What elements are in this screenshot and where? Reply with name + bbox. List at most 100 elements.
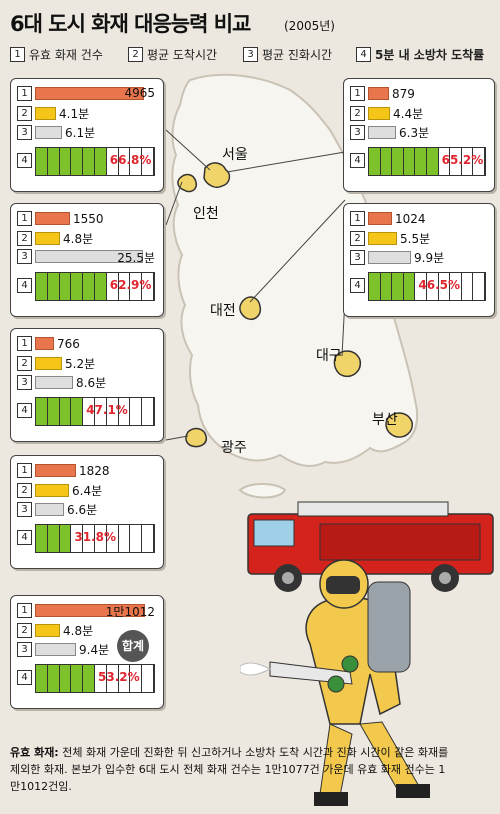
legend-label: 유효 화재 건수 [29,48,103,62]
bar-suppression [35,643,76,656]
rate-cell [439,148,451,175]
korea-map [165,73,419,499]
legend-item-suppression: 3 평균 진화시간 [243,46,332,63]
rate-cell [130,273,143,300]
value-arrival: 4.4분 [393,107,424,121]
rate-bar: 66.8% [35,147,155,176]
value-suppression: 6.1분 [65,126,96,140]
row-num-box: 3 [17,125,32,140]
rate-cell [71,665,84,692]
row-num-box: 4 [17,278,32,293]
connector-line [165,181,183,226]
city-label-gwangju: 광주 [221,440,247,456]
row-num-box: 3 [350,125,365,140]
rate-cell [83,525,95,552]
card-row: 1 1550 [17,211,104,226]
rate-label: 66.8% [109,153,152,167]
rate-cell [83,398,95,425]
rate-cell [47,148,60,175]
value-suppression: 8.6분 [76,376,107,390]
incheon-region [177,173,198,193]
legend-num-box: 3 [243,47,258,62]
bar-fires [35,604,145,617]
rate-cell [119,398,131,425]
rate-cell [462,273,474,300]
card-row: 3 9.4분 [17,641,110,657]
value-suppression: 9.9분 [414,251,445,265]
chart-subtitle: (2005년) [284,19,335,33]
connector-line [165,129,211,171]
card-row: 1 1828 [17,463,110,478]
rate-cell [107,525,119,552]
card-row: 4 [17,153,35,168]
row-num-box: 2 [17,623,32,638]
rate-cell [142,665,154,692]
row-num-box: 1 [17,603,32,618]
rate-cell [59,148,72,175]
connector-line [226,151,346,173]
rate-cell [142,525,154,552]
row-num-box: 4 [350,278,365,293]
city-label-busan: 부산 [372,412,398,428]
rate-cell [473,273,485,300]
card-row: 2 6.4분 [17,482,102,498]
footnote-title: 유효 화재: [10,746,59,759]
city-label-seoul: 서울 [222,147,248,163]
rate-cell [119,273,131,300]
rate-bar: 47.1% [35,397,155,426]
value-fires: 1550 [73,211,104,226]
rate-cell [450,148,462,175]
card-row: 2 4.8분 [17,622,93,638]
rate-cell [130,398,143,425]
rate-cell [83,273,95,300]
firefighter [240,559,430,806]
row-num-box: 3 [350,250,365,265]
rate-cell [47,665,60,692]
rate-cell [130,525,143,552]
rate-cell [130,665,143,692]
rate-cell [142,273,154,300]
title-bar: 6대 도시 화재 대응능력 비교 (2005년) [0,0,500,44]
value-suppression: 9.4분 [79,643,110,657]
rate-cell [95,525,107,552]
row-num-box: 3 [17,375,32,390]
rate-cell [473,148,485,175]
card-row: 3 9.9분 [350,249,445,265]
row-num-box: 4 [17,153,32,168]
jeju-island [238,483,287,499]
daegu-region [333,350,362,378]
value-fires: 879 [392,86,415,101]
rate-cell [95,273,107,300]
value-arrival: 4.1분 [59,107,90,121]
rate-cell [36,525,48,552]
rate-cell [36,148,48,175]
bar-arrival [368,232,397,245]
row-num-box: 4 [17,403,32,418]
city-card: 1 1550 2 4.8분 3 25.5분 4 62.9% [10,203,164,317]
legend-num-box: 1 [10,47,25,62]
rate-cell [71,148,84,175]
rate-bar: 62.9% [35,272,155,301]
rate-cell [403,273,416,300]
rate-cell [36,665,48,692]
card-row: 4 [17,670,35,685]
bar-suppression [368,126,396,139]
rate-bar: 53.2% [35,664,155,693]
rate-cell [392,148,404,175]
row-num-box: 2 [350,106,365,121]
card-row: 4 [350,278,368,293]
rate-cell [95,665,107,692]
bar-suppression [35,376,73,389]
rate-cell [142,148,154,175]
seoul-region [203,162,231,189]
rate-cell [380,273,393,300]
legend-item-arrival: 2 평균 도착시간 [128,46,217,63]
rate-cell [462,148,474,175]
bar-arrival [35,107,56,120]
busan-region [385,412,413,438]
card-row: 3 6.1분 [17,124,96,140]
legend-label: 5분 내 소방차 도착률 [375,48,485,62]
row-num-box: 4 [17,530,32,545]
card-row: 4 [17,278,35,293]
gwangju-region [185,427,208,448]
